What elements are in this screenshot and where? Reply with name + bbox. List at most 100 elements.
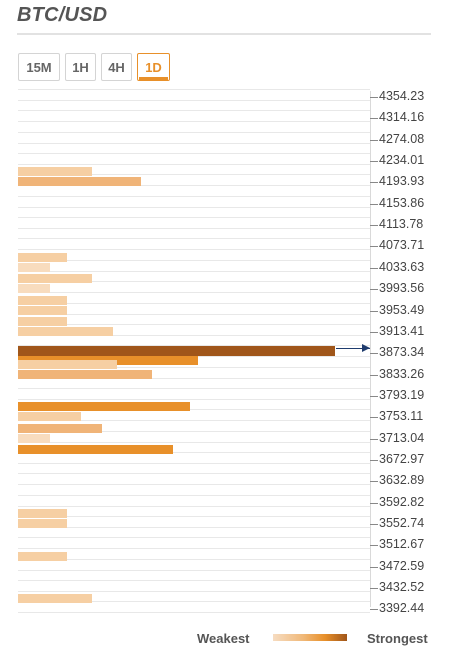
axis-tick: [370, 353, 378, 354]
axis-tick: [370, 204, 378, 205]
confluence-bar: [18, 306, 67, 315]
axis-tick: [370, 481, 378, 482]
axis-tick: [370, 503, 378, 504]
price-label: 3472.59: [379, 559, 425, 573]
current-price-marker-line: [336, 348, 370, 349]
confluence-bar: [18, 253, 67, 262]
price-label: 4274.08: [379, 132, 425, 146]
grid-line: [18, 89, 370, 90]
timeframe-tabs: 15M 1H 4H 1D: [18, 53, 170, 81]
grid-line: [18, 570, 370, 571]
axis-tick: [370, 140, 378, 141]
confluence-bar: [18, 434, 50, 443]
grid-line: [18, 249, 370, 250]
grid-line: [18, 228, 370, 229]
grid-line: [18, 442, 370, 443]
axis-tick: [370, 161, 378, 162]
confluence-bar: [18, 263, 50, 272]
grid-line: [18, 292, 370, 293]
price-label: 3793.19: [379, 388, 425, 402]
axis-tick: [370, 182, 378, 183]
grid-line: [18, 324, 370, 325]
price-label: 3833.26: [379, 367, 425, 381]
axis-tick: [370, 268, 378, 269]
price-label: 3632.89: [379, 473, 425, 487]
axis-tick: [370, 225, 378, 226]
legend-weakest-label: Weakest: [197, 631, 250, 646]
grid-line: [18, 196, 370, 197]
grid-line: [18, 100, 370, 101]
grid-line: [18, 281, 370, 282]
grid-line: [18, 378, 370, 379]
grid-line: [18, 463, 370, 464]
tab-4h-label: 4H: [108, 59, 125, 75]
confluence-bar: [18, 296, 67, 305]
axis-tick: [370, 289, 378, 290]
legend-strongest-label: Strongest: [367, 631, 428, 646]
confluence-bar: [18, 509, 67, 518]
price-label: 3873.34: [379, 345, 425, 359]
tab-4h[interactable]: 4H: [101, 53, 132, 81]
price-label: 3993.56: [379, 281, 425, 295]
axis-tick: [370, 375, 378, 376]
grid-line: [18, 612, 370, 613]
grid-line: [18, 271, 370, 272]
confluence-bar: [18, 445, 173, 454]
price-label: 3552.74: [379, 516, 425, 530]
grid-line: [18, 164, 370, 165]
grid-line: [18, 345, 370, 346]
grid-line: [18, 527, 370, 528]
grid-line: [18, 420, 370, 421]
axis-tick: [370, 588, 378, 589]
axis-tick: [370, 332, 378, 333]
confluence-bar: [18, 360, 117, 369]
confluence-bar: [18, 284, 50, 293]
confluence-bar: [18, 370, 152, 379]
axis-tick: [370, 609, 378, 610]
price-label: 3953.49: [379, 303, 425, 317]
price-label: 3592.82: [379, 495, 425, 509]
axis-tick: [370, 97, 378, 98]
grid-line: [18, 207, 370, 208]
axis-tick: [370, 439, 378, 440]
grid-line: [18, 132, 370, 133]
confluence-bar: [18, 317, 67, 326]
confluence-bar: [18, 594, 92, 603]
grid-line: [18, 484, 370, 485]
grid-line: [18, 217, 370, 218]
grid-line: [18, 409, 370, 410]
current-price-arrow-icon: [362, 344, 370, 352]
grid-line: [18, 591, 370, 592]
confluence-bar: [18, 167, 92, 176]
grid-line: [18, 399, 370, 400]
confluence-bar: [18, 402, 190, 411]
legend-gradient: [273, 634, 347, 641]
tab-1d[interactable]: 1D: [137, 53, 170, 81]
price-label: 4073.71: [379, 238, 425, 252]
tab-1h[interactable]: 1H: [65, 53, 96, 81]
axis-tick: [370, 460, 378, 461]
axis-tick: [370, 567, 378, 568]
grid-line: [18, 303, 370, 304]
grid-line: [18, 143, 370, 144]
grid-line: [18, 174, 370, 175]
grid-line: [18, 185, 370, 186]
price-label: 4113.78: [379, 217, 424, 231]
active-tab-indicator: [139, 77, 168, 80]
grid-line: [18, 153, 370, 154]
price-label: 3392.44: [379, 601, 425, 615]
grid-line: [18, 238, 370, 239]
grid-line: [18, 431, 370, 432]
grid-line: [18, 335, 370, 336]
axis-tick: [370, 545, 378, 546]
tab-15m-label: 15M: [26, 59, 52, 75]
price-label: 4234.01: [379, 153, 425, 167]
grid-line: [18, 473, 370, 474]
grid-line: [18, 314, 370, 315]
grid-line: [18, 506, 370, 507]
price-label: 4314.16: [379, 110, 425, 124]
tab-15m[interactable]: 15M: [18, 53, 60, 81]
axis-tick: [370, 524, 378, 525]
price-label: 3512.67: [379, 537, 425, 551]
